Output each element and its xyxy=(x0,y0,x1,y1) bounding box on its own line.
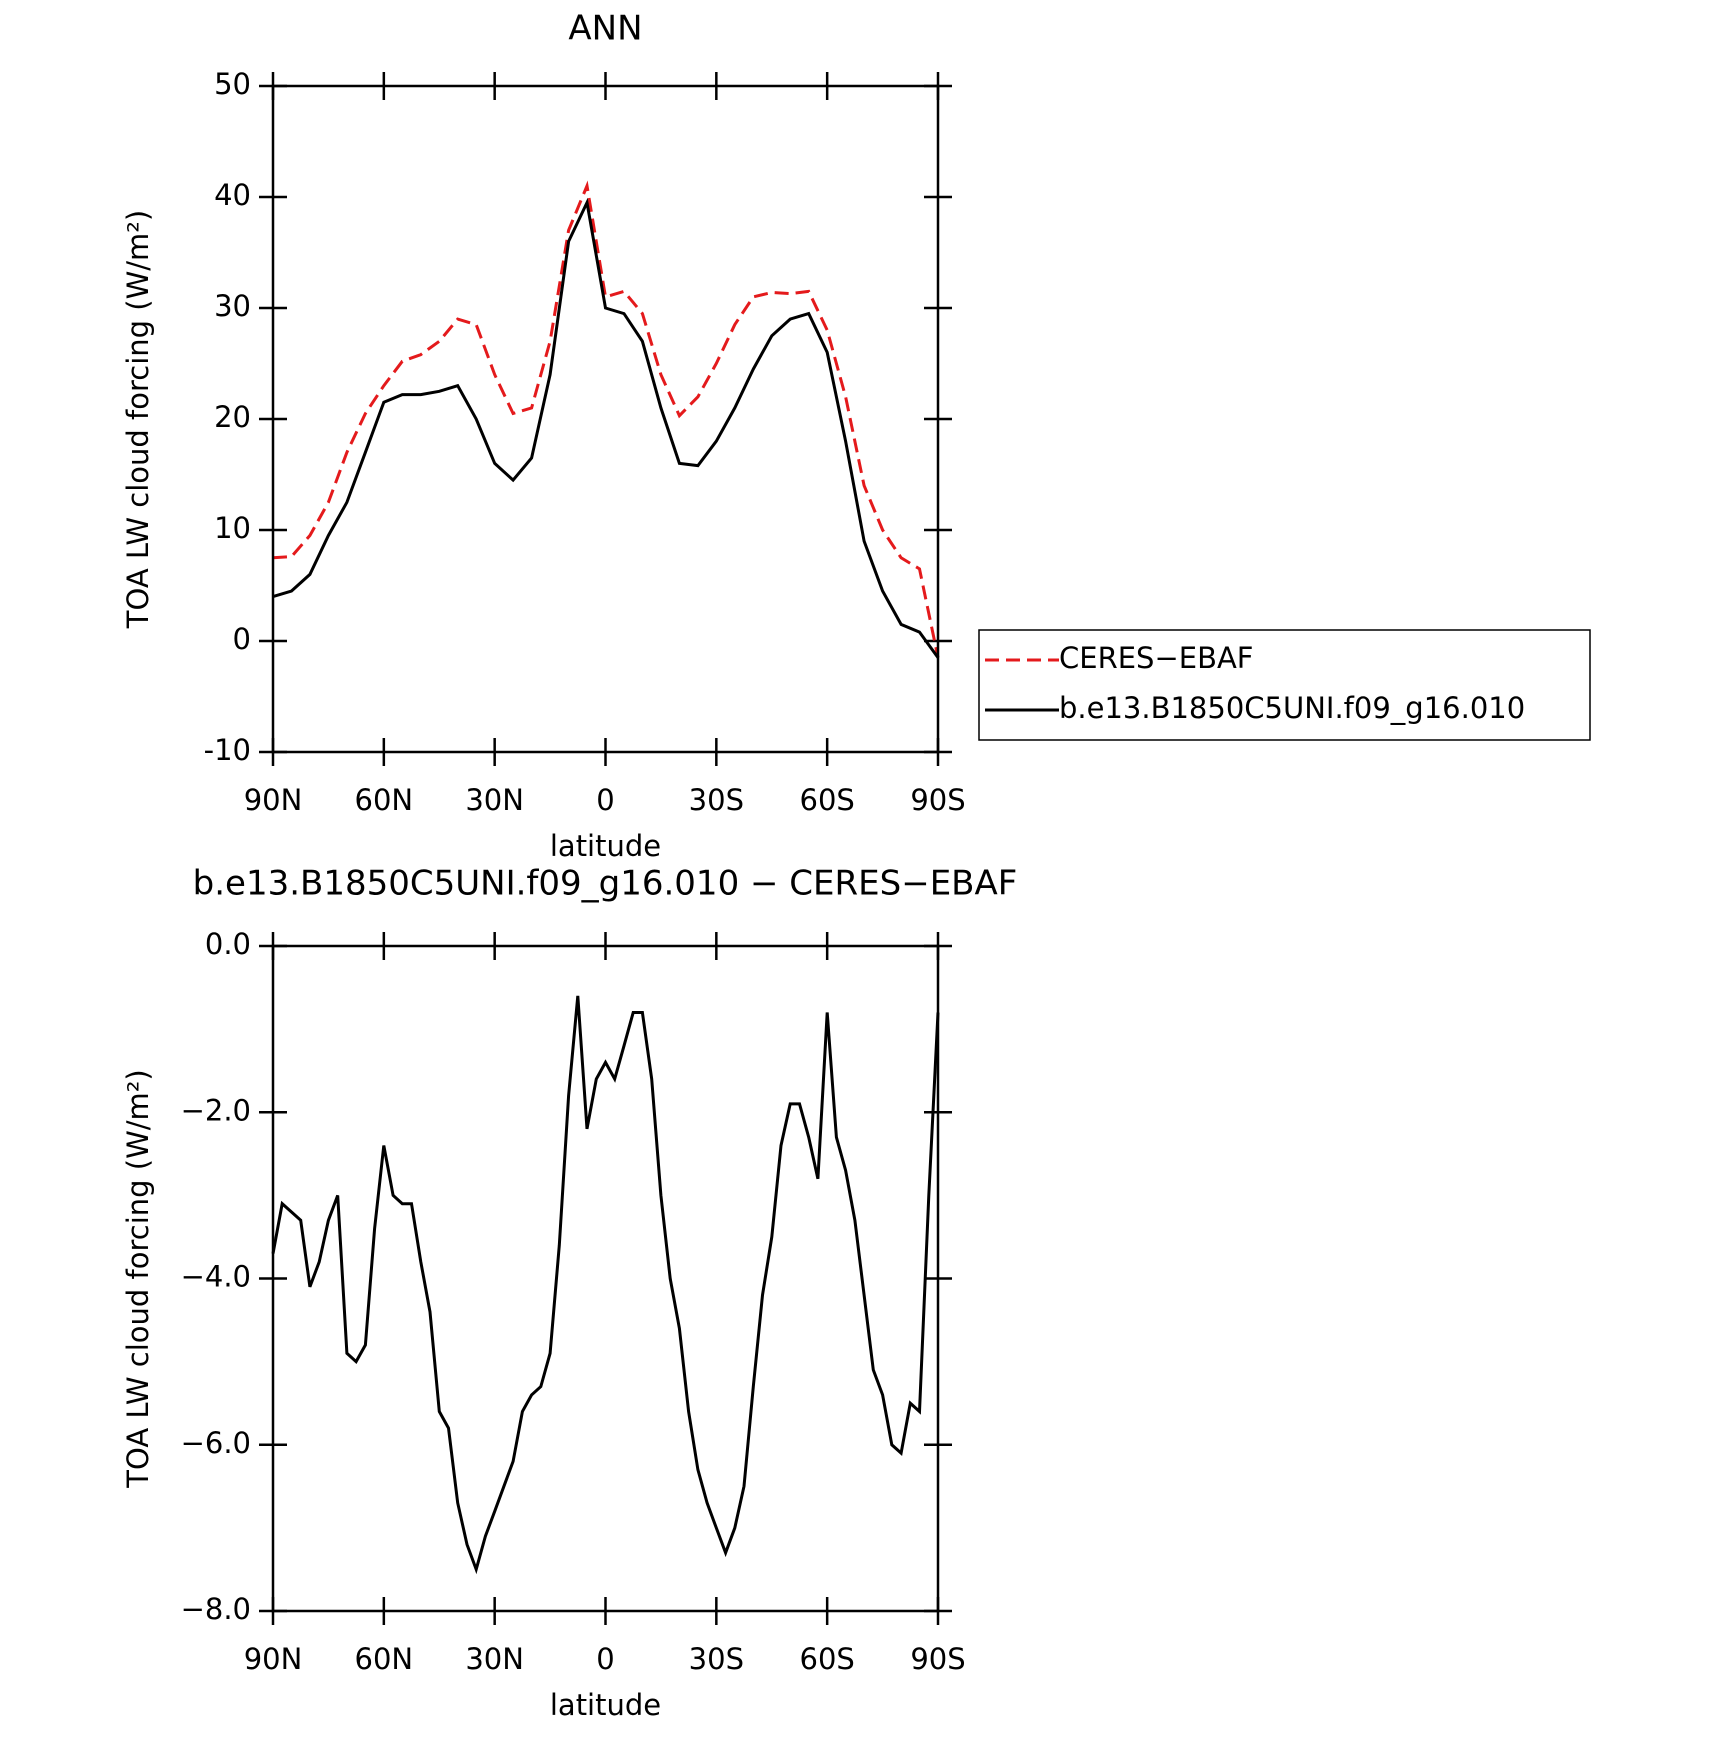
x-tick-label: 0 xyxy=(596,783,614,817)
y-axis-label: TOA LW cloud forcing (W/m²) xyxy=(121,1069,155,1488)
plot-frame xyxy=(271,944,940,1613)
x-tick-label: 30N xyxy=(465,783,524,817)
y-tick-label: 50 xyxy=(214,67,251,101)
x-tick-label: 60N xyxy=(355,783,414,817)
y-tick-label: −4.0 xyxy=(181,1260,251,1294)
legend-label: b.e13.B1850C5UNI.f09_g16.010 xyxy=(1059,691,1525,725)
legend-box xyxy=(978,629,1591,741)
x-tick-label: 90S xyxy=(910,1642,965,1676)
y-tick-label: 0.0 xyxy=(205,927,251,961)
y-tick-label: 0 xyxy=(233,622,251,656)
y-tick-label: 30 xyxy=(214,289,251,323)
x-axis-label: latitude xyxy=(550,1688,661,1722)
x-tick-label: 30N xyxy=(465,1642,524,1676)
y-tick-label: −8.0 xyxy=(181,1592,251,1626)
x-tick-label: 90S xyxy=(910,783,965,817)
y-tick-label: −2.0 xyxy=(181,1093,251,1127)
x-tick-label: 60S xyxy=(800,783,855,817)
data-line xyxy=(272,180,940,658)
chart-title: ANN xyxy=(568,9,642,49)
plot-frame xyxy=(271,84,940,754)
x-tick-label: 60N xyxy=(355,1642,414,1676)
y-tick-label: -10 xyxy=(204,733,251,767)
y-tick-label: −6.0 xyxy=(181,1426,251,1460)
y-tick-label: 10 xyxy=(214,511,251,545)
chart-title: b.e13.B1850C5UNI.f09_g16.010 − CERES−EBA… xyxy=(193,864,1018,904)
data-line xyxy=(271,995,940,1575)
data-line xyxy=(272,197,940,659)
x-tick-label: 30S xyxy=(689,1642,744,1676)
legend-label: CERES−EBAF xyxy=(1059,641,1254,675)
x-tick-label: 60S xyxy=(800,1642,855,1676)
x-tick-label: 0 xyxy=(596,1642,614,1676)
y-axis-label: TOA LW cloud forcing (W/m²) xyxy=(121,210,155,629)
x-tick-label: 90N xyxy=(244,1642,303,1676)
x-axis-label: latitude xyxy=(550,829,661,863)
x-tick-label: 30S xyxy=(689,783,744,817)
x-tick-label: 90N xyxy=(244,783,303,817)
y-tick-label: 20 xyxy=(214,400,251,434)
y-tick-label: 40 xyxy=(214,178,251,212)
